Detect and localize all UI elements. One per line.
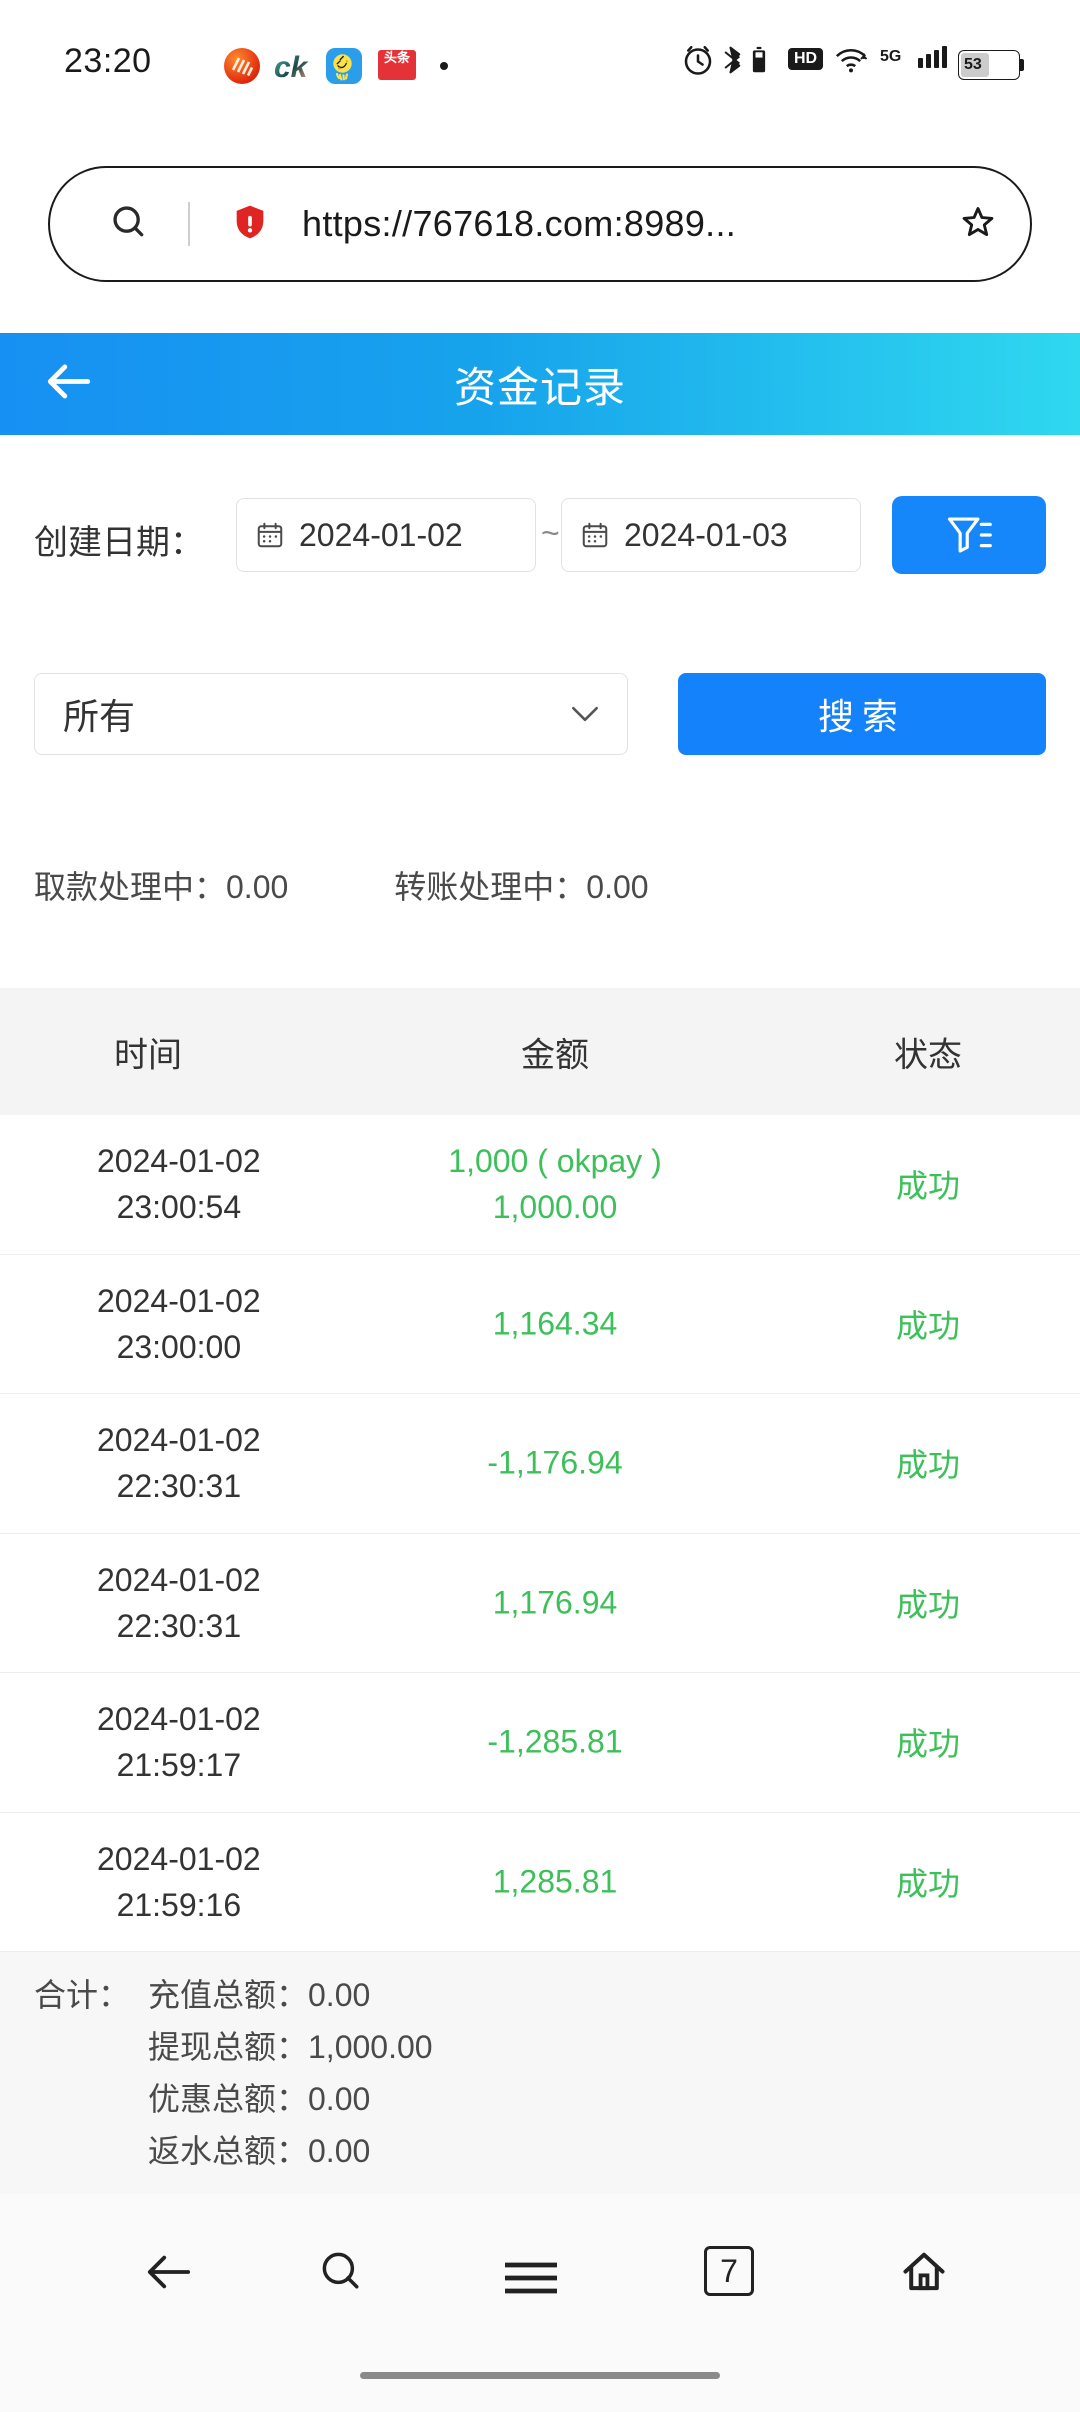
- svg-text:ck: ck: [274, 51, 309, 84]
